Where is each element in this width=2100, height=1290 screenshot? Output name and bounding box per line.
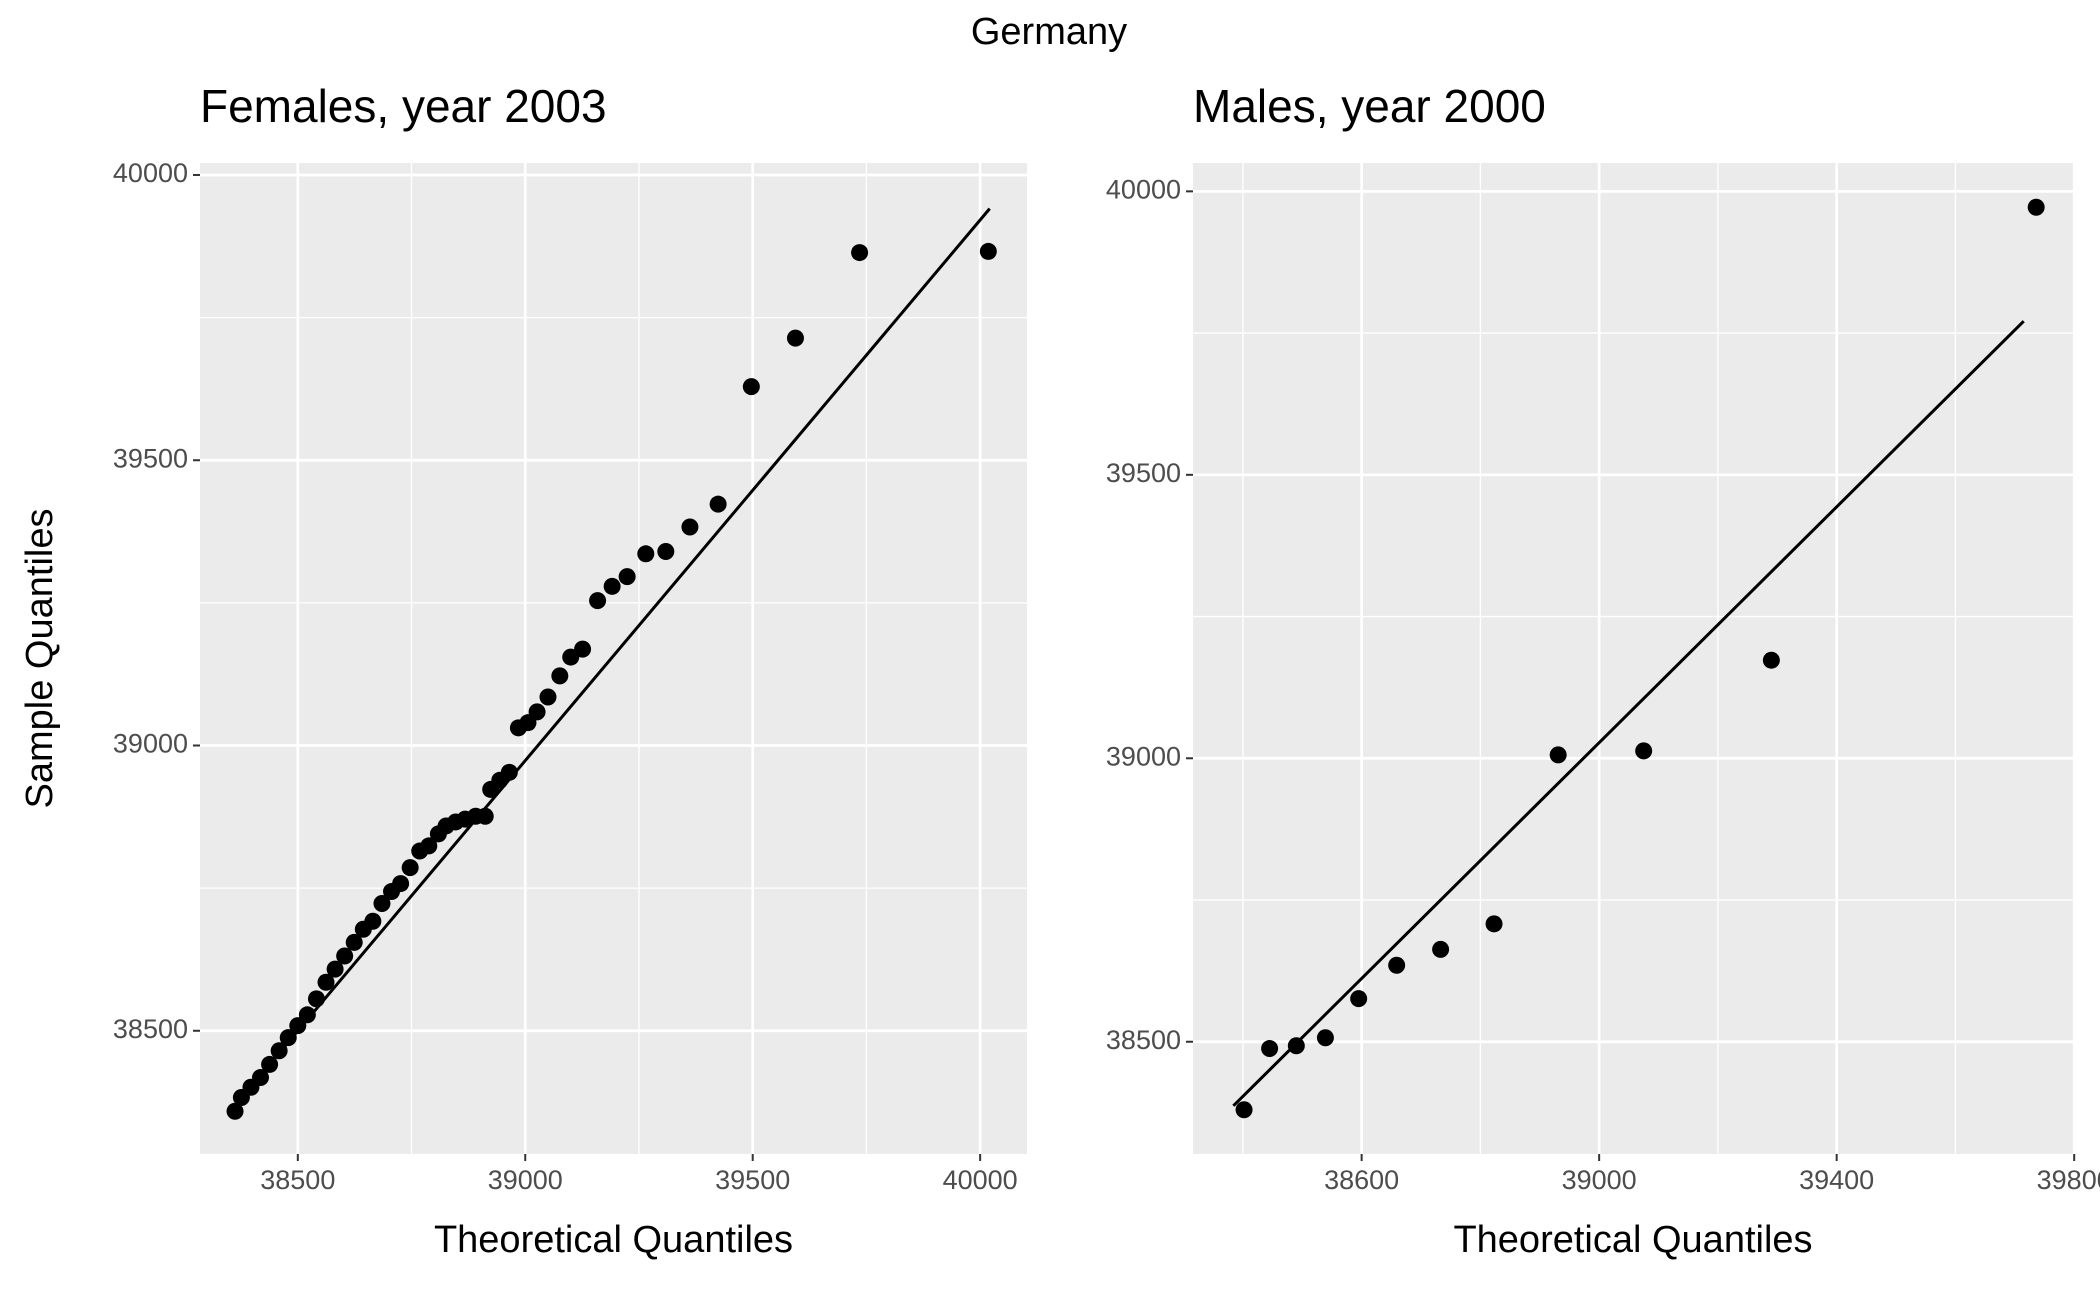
point [562,648,580,666]
point [317,973,335,991]
point [401,859,419,877]
x-tick-label: 39000 [1562,1165,1637,1195]
point [1432,940,1450,958]
x-tick-label: 39500 [715,1165,790,1195]
point [336,947,354,965]
panel-title: Males, year 2000 [1193,80,1546,132]
point [279,1029,297,1047]
y-axis-title: Sample Quantiles [19,509,61,809]
point [2027,198,2045,216]
x-axis-title: Theoretical Quantiles [1453,1219,1812,1261]
point [851,244,869,262]
point [232,1089,250,1107]
point [270,1042,288,1060]
x-tick-label: 39400 [1799,1165,1874,1195]
y-tick-label: 38500 [1106,1025,1181,1055]
point [326,960,344,978]
point [1261,1040,1279,1058]
point [429,825,447,843]
point [411,842,429,860]
point [1316,1029,1334,1047]
y-tick-label: 39500 [1106,458,1181,488]
point [261,1055,279,1073]
x-tick-label: 40000 [943,1165,1018,1195]
y-tick-label: 40000 [1106,174,1181,204]
y-tick-label: 39000 [113,729,188,759]
x-tick-label: 38500 [260,1165,335,1195]
reference-line [1232,320,2025,1107]
point [482,780,500,798]
point [539,688,557,706]
point [1485,915,1503,933]
point [551,667,569,685]
x-tick-label: 39800 [2037,1165,2100,1195]
point [289,1017,307,1035]
point [1388,956,1406,974]
point [603,577,621,595]
point [1235,1101,1253,1119]
point [1350,990,1368,1008]
point [709,495,727,513]
y-tick-label: 39500 [113,443,188,473]
point [307,990,325,1008]
x-axis-title: Theoretical Quantiles [434,1219,793,1261]
x-tick-label: 38600 [1324,1165,1399,1195]
y-tick-label: 39000 [1106,741,1181,771]
point [742,378,760,396]
point [589,592,607,610]
plot-background [1193,163,2073,1154]
point [354,920,372,938]
y-tick-label: 38500 [113,1014,188,1044]
point [1635,742,1653,760]
point [1287,1037,1305,1055]
point [618,568,636,586]
point [383,883,401,901]
point [1762,651,1780,669]
reference-line [233,207,991,1107]
point [373,895,391,913]
figure-title: Germany [971,11,1127,53]
panel-title: Females, year 2003 [200,80,607,132]
point [345,933,363,951]
point [509,719,527,737]
point [681,518,699,536]
point [657,543,675,561]
point [979,242,997,260]
x-tick-label: 39000 [488,1165,563,1195]
y-tick-label: 40000 [113,158,188,188]
point [637,545,655,563]
point [786,329,804,347]
point [1549,746,1567,764]
point [226,1102,244,1120]
